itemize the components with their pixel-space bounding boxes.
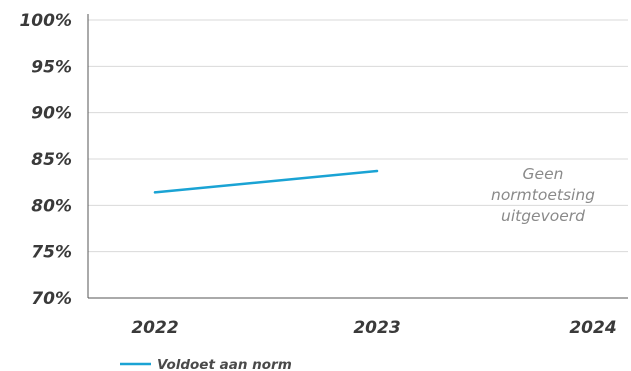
y-tick-label: 70% — [31, 289, 72, 309]
y-tick-label: 90% — [31, 104, 72, 124]
x-tick-label: 2023 — [353, 318, 400, 338]
legend-label: Voldoet aan norm — [157, 357, 292, 371]
x-tick-label: 2022 — [131, 318, 178, 338]
data-point — [375, 169, 379, 173]
y-tick-label: 100% — [19, 11, 72, 31]
x-tick-label: 2024 — [569, 318, 616, 338]
annotation-line: Geen — [523, 165, 564, 183]
y-tick-label: 95% — [31, 57, 72, 77]
y-tick-label: 80% — [31, 196, 72, 216]
series-line-0 — [153, 169, 379, 194]
annotation-line: uitgevoerd — [501, 207, 585, 225]
data-point — [153, 191, 157, 194]
y-tick-label: 75% — [31, 243, 72, 263]
y-tick-label: 85% — [31, 150, 72, 170]
annotation-line: normtoetsing — [491, 186, 595, 204]
